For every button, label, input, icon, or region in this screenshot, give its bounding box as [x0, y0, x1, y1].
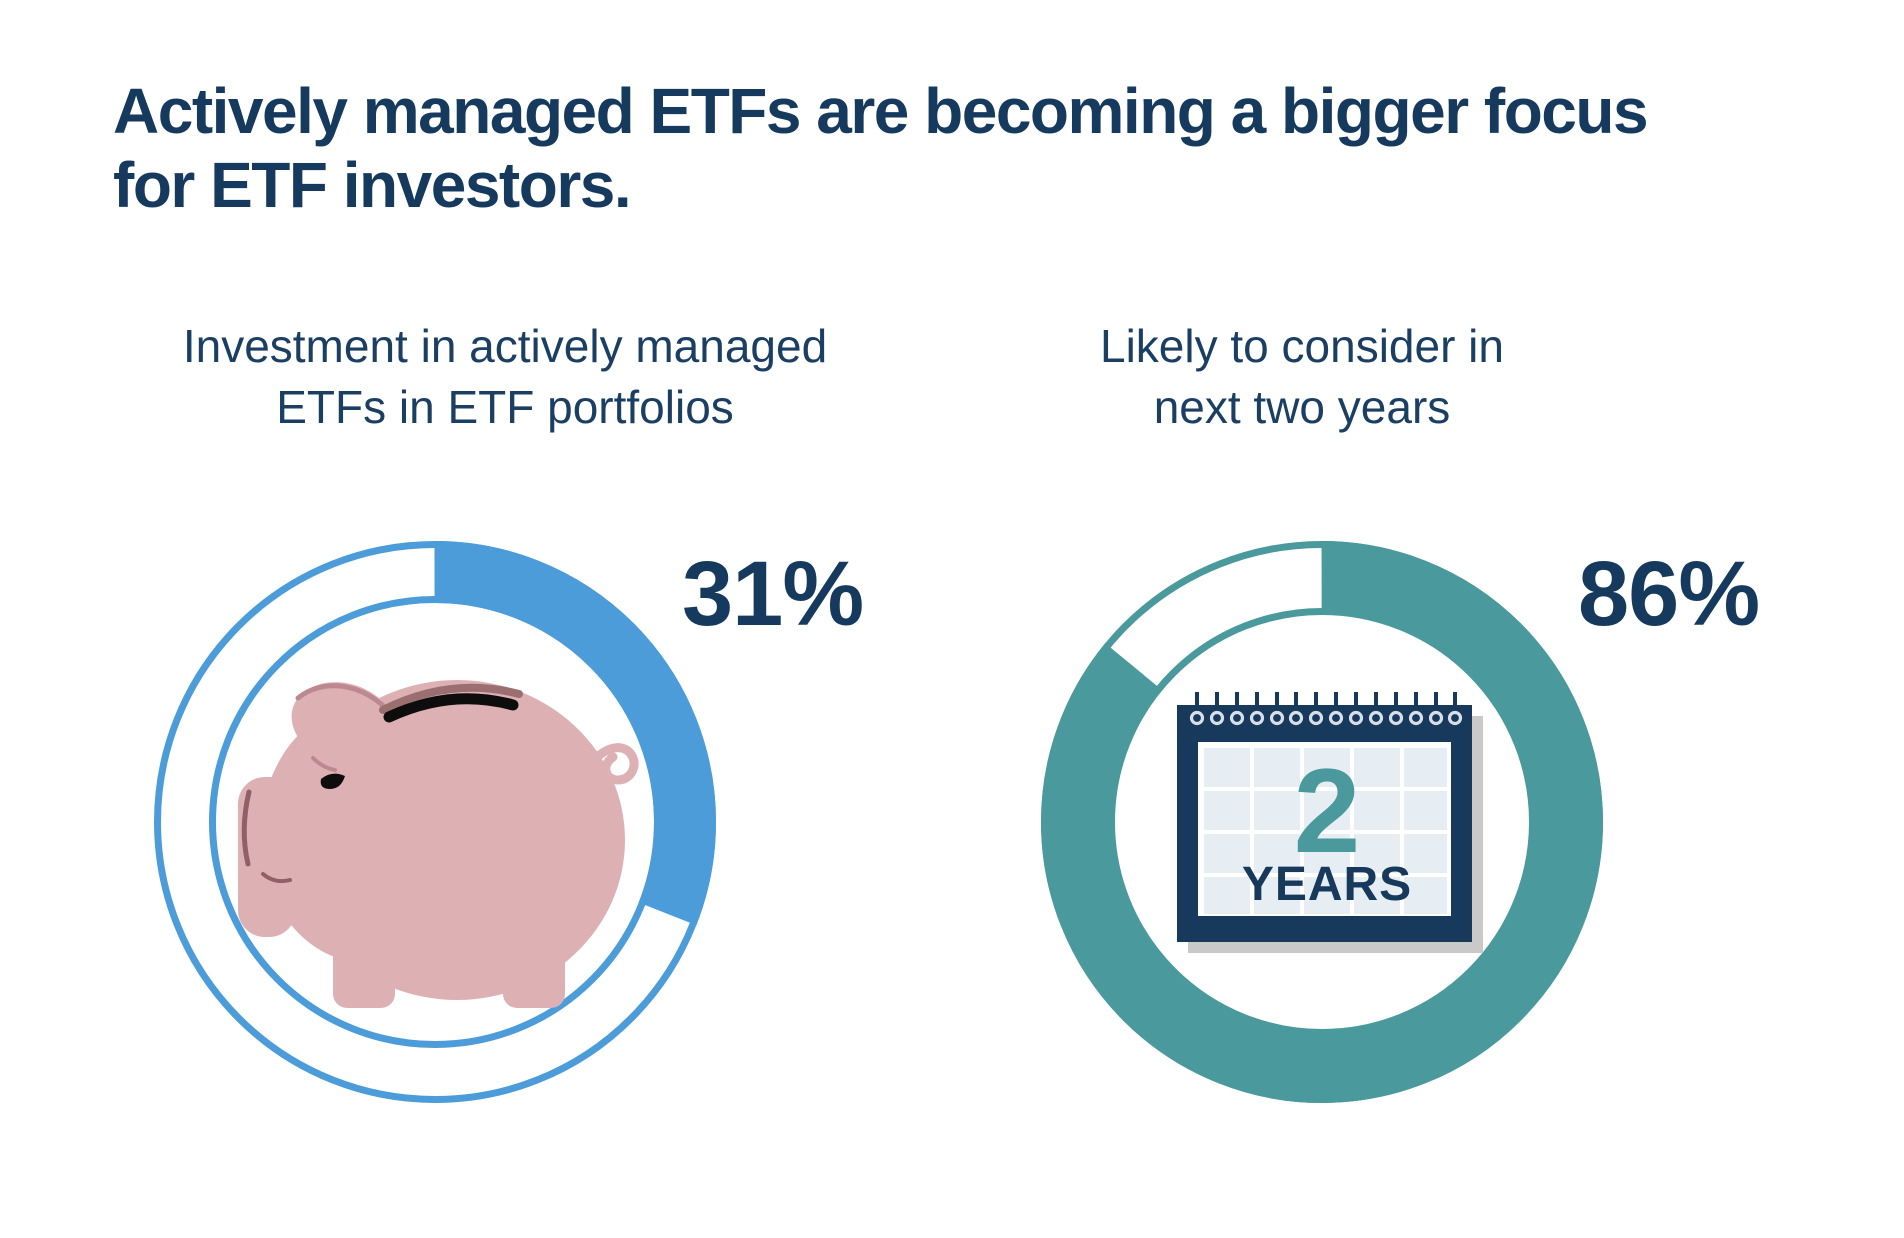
calendar-number: 2	[1294, 744, 1361, 878]
title-line-1: Actively managed ETFs are becoming a big…	[113, 75, 1649, 147]
calendar-unit-label: YEARS	[1242, 858, 1412, 911]
piggy-bank-icon	[238, 680, 639, 1008]
calendar-icon: 2 YEARS	[1177, 690, 1483, 953]
title-line-2: for ETF investors.	[113, 149, 632, 221]
right-chart-subtitle: Likely to consider in next two years	[1002, 316, 1602, 438]
left-chart-value-label: 31%	[682, 543, 864, 645]
right-chart-value-label: 86%	[1578, 543, 1760, 645]
right-subtitle-line-1: Likely to consider in	[1100, 320, 1504, 372]
donut-filled-arc	[154, 541, 716, 1103]
left-subtitle-line-1: Investment in actively managed	[182, 320, 828, 372]
left-subtitle-line-2: ETFs in ETF portfolios	[276, 381, 734, 433]
donut-filled-arc	[1041, 541, 1603, 1103]
donut-chart-consider-next-two-years: 2 YEARS	[1041, 541, 1603, 1103]
left-chart-subtitle: Investment in actively managed ETFs in E…	[55, 316, 955, 438]
right-subtitle-line-2: next two years	[1153, 381, 1451, 433]
donut-chart-active-etf-investment	[154, 541, 716, 1103]
page-title: Actively managed ETFs are becoming a big…	[113, 74, 1853, 222]
